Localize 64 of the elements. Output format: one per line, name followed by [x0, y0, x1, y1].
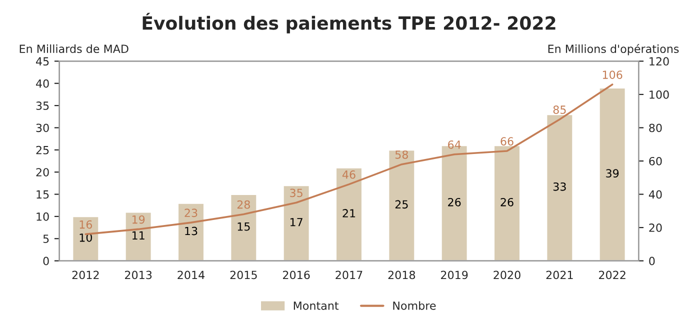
- y2-tick-label: 100: [650, 90, 669, 99]
- data-label: 13: [185, 226, 198, 236]
- y2-tick-label: 20: [649, 224, 662, 232]
- y-tick-label: 15: [36, 190, 49, 199]
- y-tick-label: 10: [36, 212, 49, 221]
- x-tick-label: 2019: [441, 270, 468, 280]
- data-label: 106: [602, 70, 622, 79]
- data-label: 17: [290, 218, 302, 226]
- bar: [335, 166, 363, 261]
- data-label: 85: [553, 106, 566, 114]
- y-tick-label: 5: [43, 234, 49, 244]
- data-label: 21: [342, 209, 356, 218]
- y2-axis-title: En Millions d'opérations: [548, 44, 679, 56]
- data-label: 19: [132, 215, 145, 224]
- data-label: 35: [290, 188, 302, 198]
- x-tick-label: 2021: [546, 270, 573, 280]
- y-tick-label: 35: [36, 102, 49, 110]
- y-tick-label: 20: [36, 168, 49, 176]
- data-label: 25: [395, 200, 408, 209]
- x-tick-label: 2022: [599, 270, 626, 280]
- chart-title: Évolution des paiements TPE 2012- 2022: [142, 12, 556, 34]
- data-label: 58: [395, 150, 408, 159]
- x-tick-label: 2018: [388, 270, 416, 280]
- data-label: 16: [80, 220, 92, 229]
- bar: [124, 211, 152, 261]
- legend-label: Montant: [294, 302, 339, 310]
- data-label: 15: [238, 222, 250, 231]
- x-tick-label: 2016: [283, 270, 310, 280]
- data-label: 66: [500, 137, 514, 146]
- y-tick-label: 40: [36, 79, 49, 88]
- data-label: 11: [132, 231, 144, 240]
- x-tick-label: 2013: [125, 270, 152, 280]
- y2-tick-label: 0: [649, 256, 655, 266]
- x-tick-label: 2017: [336, 270, 362, 280]
- y-tick-label: 0: [43, 256, 49, 266]
- y2-tick-label: 40: [648, 190, 662, 199]
- y-axis-title: En Milliards de MAD: [20, 44, 128, 54]
- y-tick-label: 45: [36, 57, 49, 66]
- x-tick-label: 2014: [178, 270, 205, 280]
- data-label: 39: [606, 169, 619, 178]
- bar: [388, 149, 416, 261]
- data-label: 26: [448, 198, 461, 206]
- data-label: 28: [237, 200, 250, 209]
- bar: [282, 184, 310, 261]
- bar: [230, 194, 258, 261]
- y-tick-label: 25: [36, 146, 49, 154]
- y2-tick-label: 60: [649, 156, 662, 166]
- x-tick-label: 2020: [494, 270, 520, 280]
- data-label: 46: [342, 170, 356, 179]
- bar: [177, 202, 205, 261]
- bar: [598, 87, 626, 261]
- bar: [493, 144, 521, 261]
- data-label: 23: [184, 208, 198, 218]
- bar: [72, 216, 100, 261]
- data-label: 26: [500, 198, 514, 206]
- y2-tick-label: 120: [650, 57, 669, 66]
- data-label: 33: [553, 182, 566, 191]
- legend-label: Nombre: [393, 301, 436, 310]
- bar: [546, 114, 574, 261]
- y-tick-label: 30: [36, 124, 49, 132]
- x-tick-label: 2012: [72, 270, 99, 280]
- data-label: 64: [448, 140, 461, 149]
- x-tick-label: 2015: [230, 270, 257, 280]
- y2-tick-label: 80: [649, 124, 662, 132]
